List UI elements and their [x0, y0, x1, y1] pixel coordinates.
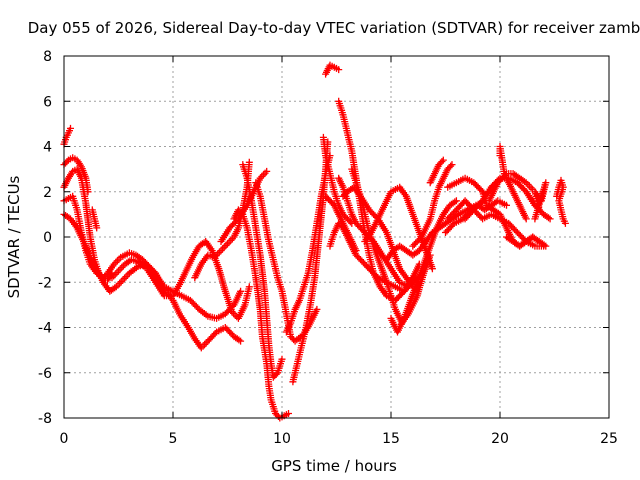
x-tick-label: 15 — [382, 431, 400, 447]
x-tick-label: 10 — [273, 431, 291, 447]
data-point-markers — [322, 192, 360, 255]
x-axis-ticks: 0 5 10 15 20 25 — [60, 56, 618, 447]
data-series — [252, 179, 321, 345]
x-tick-label: 0 — [60, 431, 69, 447]
data-series — [409, 161, 456, 250]
x-axis-label: GPS time / hours — [271, 457, 397, 475]
data-point-markers — [60, 124, 74, 148]
data-marks — [60, 61, 569, 422]
x-tick-label: 25 — [600, 431, 618, 447]
data-series — [322, 61, 343, 78]
y-tick-label: 6 — [43, 94, 52, 110]
data-point-markers — [230, 206, 292, 422]
data-point-markers — [282, 152, 334, 336]
data-series — [531, 179, 550, 223]
y-tick-label: 8 — [43, 49, 52, 65]
data-point-markers — [339, 183, 417, 291]
data-point-markers — [409, 161, 456, 250]
data-series — [230, 206, 292, 422]
data-series — [339, 183, 417, 291]
data-point-markers — [503, 233, 550, 250]
x-tick-label: 5 — [169, 431, 178, 447]
data-point-markers — [252, 179, 321, 345]
data-series — [426, 156, 447, 187]
data-point-markers — [239, 161, 286, 381]
y-tick-label: -4 — [38, 321, 52, 337]
data-series — [553, 176, 569, 227]
data-series — [108, 238, 253, 322]
y-tick-label: 4 — [43, 140, 52, 156]
y-tick-label: 2 — [43, 185, 52, 201]
data-series — [319, 133, 356, 227]
y-tick-label: 0 — [43, 230, 52, 246]
y-axis-ticks: 8 6 4 2 0 -2 -4 -6 -8 — [38, 49, 609, 427]
data-point-markers — [496, 143, 530, 223]
data-series — [60, 124, 74, 148]
data-series — [239, 161, 286, 381]
data-point-markers — [426, 156, 447, 187]
y-tick-label: -8 — [38, 411, 52, 427]
chart-title: Day 055 of 2026, Sidereal Day-to-day VTE… — [28, 19, 640, 37]
data-series — [503, 233, 550, 250]
x-tick-label: 20 — [491, 431, 509, 447]
data-series — [282, 152, 334, 336]
data-series — [496, 143, 530, 223]
data-point-markers — [108, 238, 253, 322]
data-series — [60, 210, 245, 352]
y-axis-label: SDTVAR / TECUs — [5, 175, 23, 298]
y-tick-label: -2 — [38, 275, 52, 291]
data-point-markers — [553, 176, 569, 227]
data-point-markers — [60, 210, 245, 352]
data-point-markers — [319, 133, 356, 227]
y-tick-label: -6 — [38, 366, 52, 382]
data-point-markers — [88, 206, 101, 232]
data-series — [322, 192, 360, 255]
data-point-markers — [322, 61, 343, 78]
data-point-markers — [531, 179, 550, 223]
data-series — [88, 206, 101, 232]
